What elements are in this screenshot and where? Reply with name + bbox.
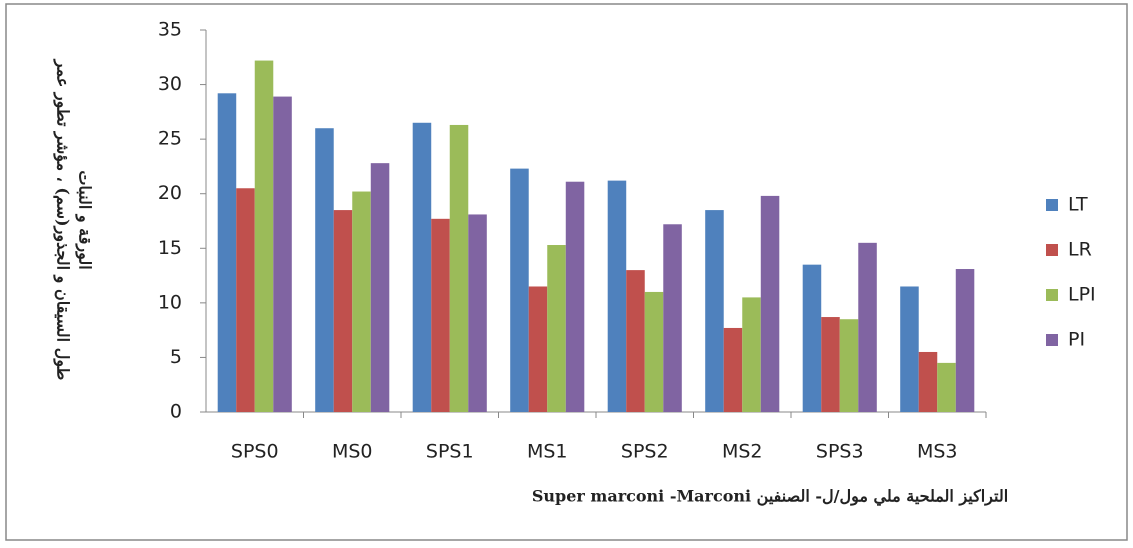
y-axis-label-line: الورقة و النبات	[75, 170, 95, 269]
x-axis-label: التراكيز الملحية ملي مول/ل- الصنفين Supe…	[532, 487, 1008, 507]
bar	[937, 362, 956, 412]
y-tick-label: 5	[170, 346, 182, 368]
legend-swatch	[1046, 199, 1058, 211]
bar	[273, 96, 292, 412]
bar	[431, 218, 450, 412]
bar	[352, 191, 371, 412]
x-tick-label: SPS1	[426, 441, 474, 463]
bar	[723, 327, 743, 412]
bar	[217, 93, 237, 412]
x-tick-label: SPS0	[231, 441, 279, 463]
bar	[644, 291, 664, 412]
bar	[607, 180, 627, 412]
bar	[760, 195, 780, 412]
x-tick-label: MS0	[332, 441, 373, 463]
legend-label: LT	[1068, 194, 1088, 216]
bar	[918, 351, 938, 412]
y-axis-label-line: طول السيقان و الجذور(سم) ، مؤشر تطور عمر	[53, 59, 73, 381]
bar	[468, 214, 487, 412]
x-tick-label: MS3	[917, 441, 958, 463]
x-tick-label: SPS2	[621, 441, 669, 463]
bar	[370, 163, 390, 412]
bar	[663, 224, 682, 412]
bar	[254, 60, 274, 413]
bar	[547, 245, 566, 412]
bar	[412, 122, 432, 413]
legend-swatch	[1046, 334, 1058, 346]
bar	[528, 286, 548, 412]
y-axis-label: طول السيقان و الجذور(سم) ، مؤشر تطور عمر…	[53, 59, 95, 381]
y-tick-label: 20	[158, 182, 182, 204]
legend-label: LR	[1068, 239, 1092, 261]
bar	[742, 297, 761, 412]
bar	[236, 188, 255, 412]
y-tick-label: 0	[170, 401, 182, 423]
bar	[900, 286, 919, 412]
bar	[449, 124, 469, 412]
legend-label: LPI	[1068, 284, 1096, 306]
y-tick-label: 35	[158, 19, 182, 41]
bar	[510, 168, 529, 412]
bar	[802, 264, 822, 412]
y-tick-label: 15	[158, 237, 182, 259]
frame	[5, 3, 1128, 541]
bar	[565, 181, 585, 412]
bar	[858, 242, 877, 412]
x-tick-label: SPS3	[816, 441, 864, 463]
bar	[839, 319, 859, 412]
x-tick-label: MS1	[527, 441, 568, 463]
legend-swatch	[1046, 244, 1058, 256]
bar	[315, 128, 334, 412]
legend-label: PI	[1068, 329, 1085, 351]
bar	[821, 317, 840, 412]
x-tick-label: MS2	[722, 441, 763, 463]
legend-swatch	[1046, 289, 1058, 301]
bar	[705, 210, 724, 412]
y-tick-label: 30	[158, 73, 182, 95]
bar	[955, 269, 975, 412]
y-tick-label: 10	[158, 291, 182, 313]
bar	[333, 210, 353, 412]
y-tick-label: 25	[158, 128, 182, 150]
bar	[626, 270, 645, 412]
